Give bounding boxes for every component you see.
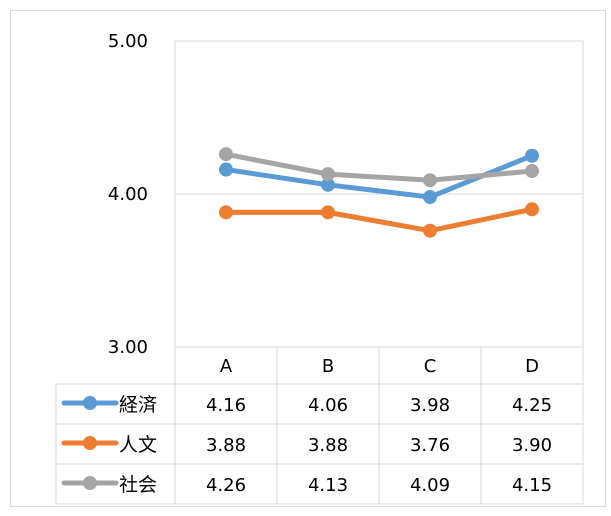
data-table-cell: 4.25 [512,395,552,416]
x-tick-label: A [220,356,233,377]
data-point [423,173,437,188]
legend-key-marker [83,396,97,410]
data-point [219,205,233,220]
legend-label: 社会 [119,474,157,496]
legend-label: 人文 [119,434,157,456]
data-table-cell: 3.90 [512,435,552,456]
data-point [321,205,335,220]
data-point [321,167,335,182]
data-point [525,202,539,217]
data-table-cell: 3.76 [410,435,450,456]
data-table-cell: 3.88 [308,435,348,456]
data-point [321,177,335,192]
y-tick-label: 4.00 [108,184,148,205]
x-tick-label: C [424,356,437,377]
data-point [219,147,233,162]
y-tick-label: 5.00 [108,31,148,52]
data-point [525,148,539,163]
data-point [525,164,539,179]
data-table-cell: 4.15 [512,475,552,496]
chart-frame [10,10,606,507]
data-point [423,223,437,238]
series-line [223,151,535,183]
data-table-cell: 4.16 [206,395,246,416]
data-table-cell: 3.88 [206,435,246,456]
data-table-cell: 3.98 [410,395,450,416]
data-point [219,162,233,177]
legend-key-marker [83,476,97,490]
legend-label: 経済 [119,394,157,416]
series-line [223,206,535,234]
data-table-cell: 4.26 [206,475,246,496]
data-table-cell: 4.09 [410,475,450,496]
data-table-cell: 4.13 [308,475,348,496]
y-tick-label: 3.00 [108,337,148,358]
data-point [423,190,437,205]
legend-key-marker [83,436,97,450]
data-table-cell: 4.06 [308,395,348,416]
x-tick-label: B [322,356,334,377]
x-tick-label: D [525,356,539,377]
